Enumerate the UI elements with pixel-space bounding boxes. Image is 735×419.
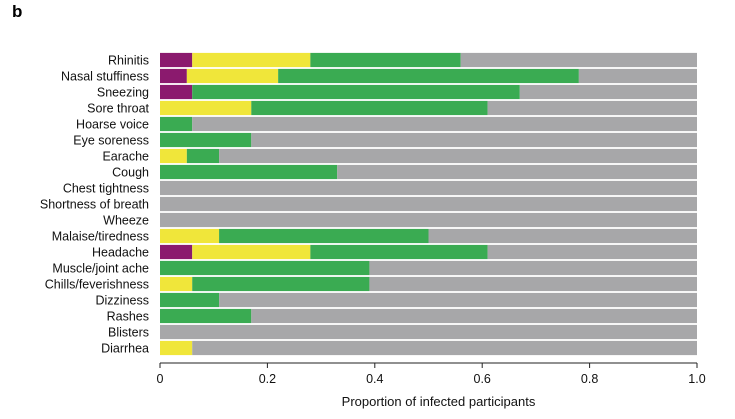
bar-segment bbox=[160, 212, 697, 228]
bar-segment bbox=[160, 340, 193, 356]
bar-segment bbox=[519, 84, 697, 100]
bar-segment bbox=[428, 228, 697, 244]
category-label: Sore throat bbox=[87, 102, 149, 116]
category-label: Chest tightness bbox=[63, 182, 149, 196]
bar-segment bbox=[160, 244, 193, 260]
category-label: Muscle/joint ache bbox=[52, 262, 149, 276]
x-axis-title: Proportion of infected participants bbox=[342, 394, 536, 409]
category-label: Chills/feverishness bbox=[45, 278, 149, 292]
category-label: Diarrhea bbox=[101, 342, 149, 356]
bar-segment bbox=[192, 244, 311, 260]
bar-segment bbox=[160, 180, 697, 196]
bar-segment bbox=[310, 244, 488, 260]
bar-segment bbox=[160, 276, 193, 292]
bar-segment bbox=[278, 68, 579, 84]
category-label: Blisters bbox=[108, 326, 149, 340]
bar-segment bbox=[487, 100, 697, 116]
category-label: Shortness of breath bbox=[40, 198, 149, 212]
bar-segment bbox=[160, 116, 193, 132]
category-label: Hoarse voice bbox=[76, 118, 149, 132]
bar-segment bbox=[460, 52, 697, 68]
bar-segment bbox=[160, 148, 187, 164]
x-tick-label: 0.8 bbox=[581, 372, 598, 386]
bar-segment bbox=[192, 340, 697, 356]
bar-segment bbox=[310, 52, 461, 68]
bar-segment bbox=[369, 276, 697, 292]
panel-label: b bbox=[12, 2, 23, 21]
category-label: Sneezing bbox=[97, 86, 149, 100]
bar-segment bbox=[192, 52, 311, 68]
bar-segment bbox=[186, 68, 279, 84]
category-label: Dizziness bbox=[96, 294, 150, 308]
bar-segment bbox=[160, 164, 338, 180]
bar-segment bbox=[160, 324, 697, 340]
category-label: Malaise/tiredness bbox=[52, 230, 149, 244]
category-label: Nasal stuffiness bbox=[61, 70, 149, 84]
bar-segment bbox=[487, 244, 697, 260]
x-tick-label: 0.4 bbox=[366, 372, 383, 386]
bar-segment bbox=[160, 292, 220, 308]
bar-segment bbox=[160, 84, 193, 100]
category-label: Eye soreness bbox=[73, 134, 149, 148]
bar-segment bbox=[219, 292, 697, 308]
bar-segment bbox=[192, 116, 697, 132]
bar-segment bbox=[160, 100, 252, 116]
bar-segment bbox=[160, 196, 697, 212]
bar-segment bbox=[251, 132, 698, 148]
category-label: Rashes bbox=[107, 310, 149, 324]
bar-segment bbox=[192, 276, 370, 292]
category-label: Rhinitis bbox=[108, 54, 149, 68]
bar-segment bbox=[251, 308, 698, 324]
bar-segment bbox=[160, 228, 220, 244]
bar-segment bbox=[369, 260, 697, 276]
bar-segment bbox=[219, 228, 429, 244]
x-tick-label: 0.6 bbox=[474, 372, 491, 386]
x-tick-label: 0 bbox=[157, 372, 164, 386]
category-label: Wheeze bbox=[103, 214, 149, 228]
bar-segment bbox=[192, 84, 520, 100]
bar-segment bbox=[251, 100, 488, 116]
bar-segment bbox=[219, 148, 697, 164]
bar-segment bbox=[160, 52, 193, 68]
bar-segment bbox=[160, 68, 187, 84]
bar-segment bbox=[160, 132, 252, 148]
category-label: Earache bbox=[102, 150, 149, 164]
category-label: Cough bbox=[112, 166, 149, 180]
bar-segment bbox=[337, 164, 697, 180]
x-tick-label: 0.2 bbox=[259, 372, 276, 386]
bar-segment bbox=[186, 148, 220, 164]
category-label: Headache bbox=[92, 246, 149, 260]
bar-segment bbox=[578, 68, 697, 84]
bar-segment bbox=[160, 260, 370, 276]
bar-segment bbox=[160, 308, 252, 324]
x-tick-label: 1.0 bbox=[688, 372, 705, 386]
